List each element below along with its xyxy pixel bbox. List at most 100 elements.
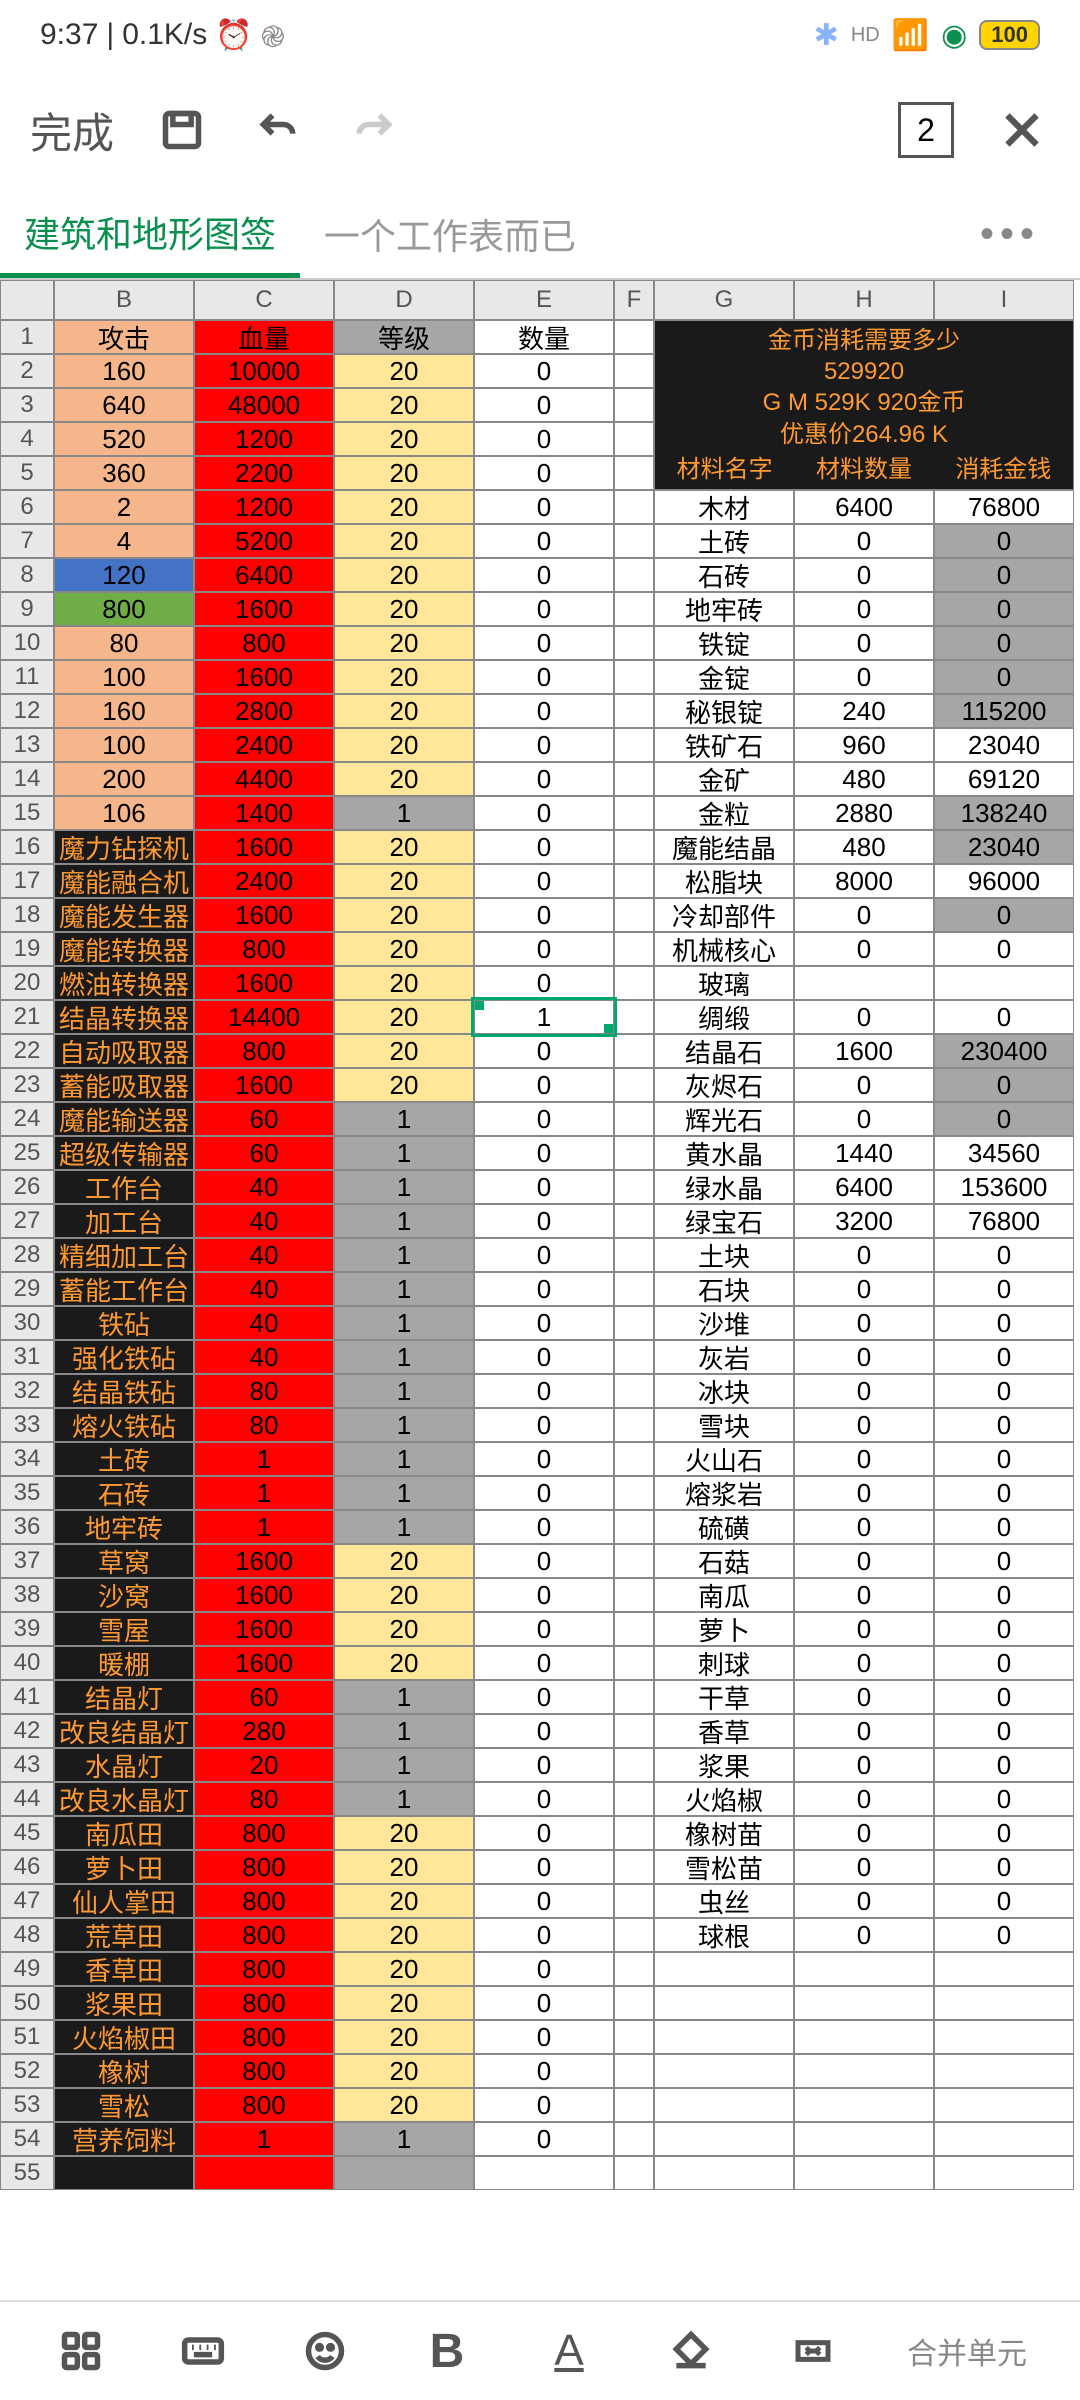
cell[interactable]: 0 [934,1680,1074,1714]
fill-color-icon[interactable] [663,2323,719,2379]
cell[interactable]: 1600 [194,660,334,694]
cell[interactable]: 800 [194,2020,334,2054]
cell[interactable]: 0 [474,456,614,490]
cell[interactable]: 20 [334,660,474,694]
cell[interactable]: 0 [794,1000,934,1034]
cell[interactable]: 20 [334,2020,474,2054]
cell[interactable]: 36 [0,1510,54,1544]
cell[interactable] [614,864,654,898]
cell[interactable]: 石砖 [54,1476,194,1510]
cell[interactable] [934,2122,1074,2156]
cell[interactable]: 800 [194,2054,334,2088]
cell[interactable]: 45 [0,1816,54,1850]
cell[interactable]: 20 [194,1748,334,1782]
cell[interactable]: 41 [0,1680,54,1714]
cell[interactable]: 40 [194,1306,334,1340]
cell[interactable]: 1600 [194,1578,334,1612]
cell[interactable] [474,2156,614,2190]
cell[interactable]: 0 [934,1272,1074,1306]
cell[interactable]: 水晶灯 [54,1748,194,1782]
cell[interactable]: 96000 [934,864,1074,898]
cell[interactable]: 木材 [654,490,794,524]
cell[interactable]: 0 [934,1306,1074,1340]
cell[interactable]: G [654,280,794,320]
cell[interactable]: 20 [334,864,474,898]
cell[interactable]: F [614,280,654,320]
cell[interactable]: 魔力钻探机 [54,830,194,864]
cell[interactable]: 石砖 [654,558,794,592]
cell[interactable]: 0 [474,1272,614,1306]
cell[interactable]: 结晶铁砧 [54,1374,194,1408]
keyboard-icon[interactable] [175,2323,231,2379]
cell[interactable]: 2400 [194,728,334,762]
cell[interactable]: 20 [334,762,474,796]
cell[interactable] [614,626,654,660]
cell[interactable]: 1 [334,2122,474,2156]
cell[interactable]: 橡树 [54,2054,194,2088]
cell[interactable]: 6400 [194,558,334,592]
cell[interactable]: 4400 [194,762,334,796]
cell[interactable]: 0 [934,1816,1074,1850]
cell[interactable]: 20 [334,422,474,456]
cell[interactable]: 0 [474,1238,614,1272]
cell[interactable]: 加工台 [54,1204,194,1238]
cell[interactable]: 21 [0,1000,54,1034]
cell[interactable]: 20 [334,388,474,422]
cell[interactable]: 34 [0,1442,54,1476]
cell[interactable]: 18 [0,898,54,932]
cell[interactable]: 8000 [794,864,934,898]
cell[interactable]: 0 [474,1476,614,1510]
cell[interactable]: 冰块 [654,1374,794,1408]
cell[interactable]: 1 [334,1476,474,1510]
cell[interactable]: 0 [474,1204,614,1238]
cell[interactable] [614,898,654,932]
cell[interactable]: 0 [474,1544,614,1578]
cell[interactable]: 球根 [654,1918,794,1952]
cell[interactable]: 1 [334,1408,474,1442]
cell[interactable]: 0 [794,1816,934,1850]
cell[interactable]: 0 [474,2020,614,2054]
cell[interactable] [934,1986,1074,2020]
cell[interactable]: 改良水晶灯 [54,1782,194,1816]
cell[interactable] [614,1306,654,1340]
cell[interactable]: 铁矿石 [654,728,794,762]
cell[interactable]: 0 [474,1986,614,2020]
cell[interactable]: 1 [334,1748,474,1782]
cell[interactable] [614,1238,654,1272]
cell[interactable]: 0 [794,1612,934,1646]
cell[interactable]: 800 [194,1884,334,1918]
cell[interactable] [614,1680,654,1714]
cell[interactable] [794,2122,934,2156]
cell[interactable]: 800 [194,932,334,966]
cell[interactable]: 33 [0,1408,54,1442]
cell[interactable]: 1 [334,1272,474,1306]
cell[interactable]: 强化铁砧 [54,1340,194,1374]
cell[interactable]: 20 [334,830,474,864]
cell[interactable]: 0 [474,626,614,660]
cell[interactable]: 46 [0,1850,54,1884]
cell[interactable]: 0 [934,1612,1074,1646]
cell[interactable]: 9 [0,592,54,626]
cell[interactable] [614,830,654,864]
cell[interactable]: 0 [474,1748,614,1782]
cell[interactable]: 0 [474,830,614,864]
cell[interactable] [934,2054,1074,2088]
cell[interactable]: 0 [934,1442,1074,1476]
cell[interactable]: 0 [794,592,934,626]
cell[interactable]: 20 [334,898,474,932]
cell[interactable]: 2800 [194,694,334,728]
cell[interactable]: 20 [334,1816,474,1850]
cell[interactable]: 0 [474,728,614,762]
cell[interactable]: 1 [474,1000,614,1034]
cell[interactable]: 魔能融合机 [54,864,194,898]
cell[interactable]: 48000 [194,388,334,422]
cell[interactable]: 115200 [934,694,1074,728]
cell[interactable]: 20 [334,592,474,626]
cell[interactable]: 1600 [194,1068,334,1102]
cell[interactable]: 3 [0,388,54,422]
cell[interactable]: 10 [0,626,54,660]
cell[interactable]: 0 [934,898,1074,932]
cell[interactable]: 0 [474,1714,614,1748]
cell[interactable]: 153600 [934,1170,1074,1204]
cell[interactable] [614,2020,654,2054]
